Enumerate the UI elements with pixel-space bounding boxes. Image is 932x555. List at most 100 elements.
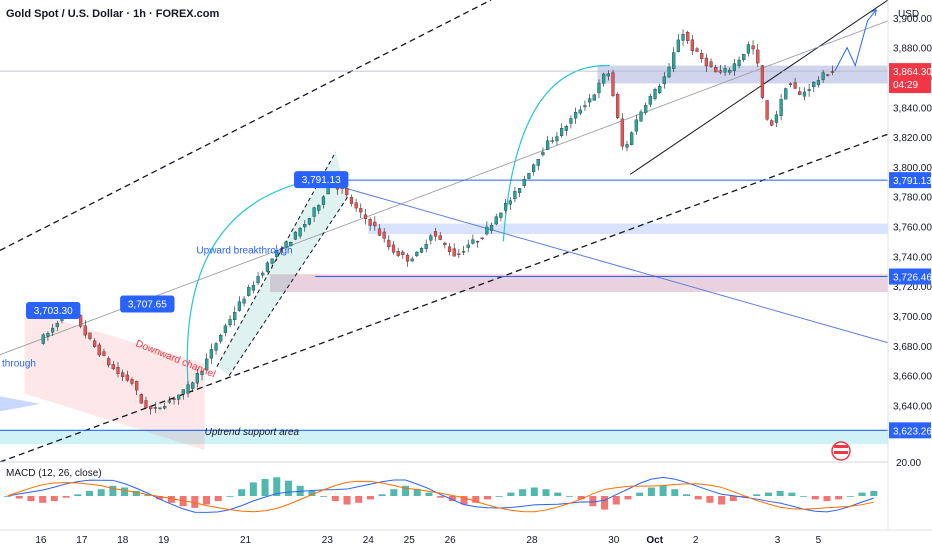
candle[interactable] [718, 64, 722, 75]
candle[interactable] [242, 296, 246, 307]
candle[interactable] [433, 227, 438, 241]
candle[interactable] [205, 353, 209, 371]
price-label[interactable]: 3,707.65 [120, 295, 175, 313]
candle[interactable] [177, 394, 181, 405]
candle[interactable] [471, 234, 475, 245]
candle[interactable] [317, 204, 321, 215]
candle[interactable] [480, 237, 484, 241]
candle[interactable] [826, 73, 830, 77]
candle[interactable] [681, 29, 685, 46]
candle[interactable] [485, 221, 489, 236]
candle[interactable] [237, 296, 241, 312]
candle[interactable] [704, 53, 708, 72]
breakthrough-arc-1[interactable] [186, 178, 320, 388]
current-price-tag[interactable]: 3,864.30 04:29 [889, 63, 932, 94]
candle[interactable] [303, 220, 307, 232]
candle[interactable] [93, 338, 97, 348]
candle[interactable] [737, 56, 741, 69]
candle[interactable] [186, 381, 190, 398]
candle[interactable] [195, 369, 199, 388]
candle[interactable] [41, 333, 45, 345]
candle[interactable] [391, 240, 396, 255]
candle[interactable] [116, 362, 120, 378]
candle[interactable] [728, 67, 732, 75]
candle[interactable] [256, 271, 260, 286]
level-tag[interactable]: 3,791.13 [889, 172, 932, 189]
candle[interactable] [816, 76, 821, 88]
steep-trend-line[interactable] [629, 0, 889, 175]
candle[interactable] [321, 195, 326, 209]
candle[interactable] [452, 243, 456, 257]
candle[interactable] [527, 172, 531, 180]
candle[interactable] [503, 198, 508, 214]
candle[interactable] [625, 140, 629, 152]
candle[interactable] [410, 256, 414, 262]
candle[interactable] [279, 246, 284, 255]
candle[interactable] [541, 147, 545, 157]
candle[interactable] [672, 47, 676, 73]
candle[interactable] [125, 370, 129, 382]
candle[interactable] [639, 109, 643, 122]
candle[interactable] [821, 69, 825, 83]
candle[interactable] [709, 58, 713, 69]
candle[interactable] [415, 251, 419, 258]
candle[interactable] [83, 320, 87, 339]
candle[interactable] [489, 222, 494, 234]
candle[interactable] [377, 223, 382, 237]
candle[interactable] [163, 402, 167, 410]
candle[interactable] [667, 62, 671, 78]
candle[interactable] [368, 217, 372, 231]
candle[interactable] [602, 72, 606, 87]
candle[interactable] [461, 245, 466, 256]
candle[interactable] [742, 53, 746, 62]
price-label[interactable]: 3,791.13 [294, 171, 349, 189]
candle[interactable] [307, 217, 312, 226]
candle[interactable] [695, 46, 699, 52]
candle[interactable] [517, 187, 522, 198]
pink-support-zone[interactable] [270, 274, 888, 293]
candle[interactable] [181, 389, 185, 400]
candle[interactable] [443, 241, 447, 249]
candle[interactable] [784, 87, 788, 100]
level-tag[interactable]: 3,726.46 [889, 268, 932, 285]
candle[interactable] [265, 261, 270, 273]
candle[interactable] [597, 79, 601, 99]
candle[interactable] [214, 342, 218, 355]
candle[interactable] [746, 41, 751, 57]
candle[interactable] [107, 356, 111, 368]
candle[interactable] [690, 35, 694, 55]
candle[interactable] [513, 187, 517, 203]
candle[interactable] [419, 247, 424, 254]
candle[interactable] [779, 93, 783, 121]
candle[interactable] [312, 206, 316, 223]
candle[interactable] [424, 239, 428, 253]
candle[interactable] [802, 87, 807, 101]
candle[interactable] [349, 194, 354, 207]
candle[interactable] [158, 407, 162, 411]
candle[interactable] [793, 77, 797, 89]
resistance-zone[interactable] [597, 65, 888, 84]
candle[interactable] [405, 253, 410, 267]
candle[interactable] [686, 30, 690, 45]
candle[interactable] [466, 239, 470, 253]
us-flag-icon[interactable] [831, 441, 851, 461]
candle[interactable] [209, 343, 213, 365]
candle[interactable] [363, 208, 368, 225]
candle[interactable] [172, 396, 176, 405]
candle[interactable] [261, 271, 265, 279]
candle[interactable] [620, 113, 624, 150]
candle[interactable] [88, 332, 92, 341]
breakthrough-arc-2[interactable] [502, 64, 610, 242]
candle[interactable] [219, 333, 223, 344]
candle[interactable] [788, 82, 793, 88]
candle[interactable] [574, 107, 578, 124]
candle[interactable] [111, 360, 115, 371]
time-axis[interactable]: 16 17 18 19 21 23 24 25 26 28 30 Oct 2 3 5 [0, 529, 932, 546]
candle[interactable] [714, 64, 718, 73]
candle[interactable] [284, 241, 288, 249]
candle[interactable] [429, 233, 433, 245]
candle[interactable] [522, 175, 526, 189]
candle[interactable] [569, 115, 573, 129]
candle[interactable] [251, 281, 255, 294]
candle[interactable] [55, 320, 59, 332]
